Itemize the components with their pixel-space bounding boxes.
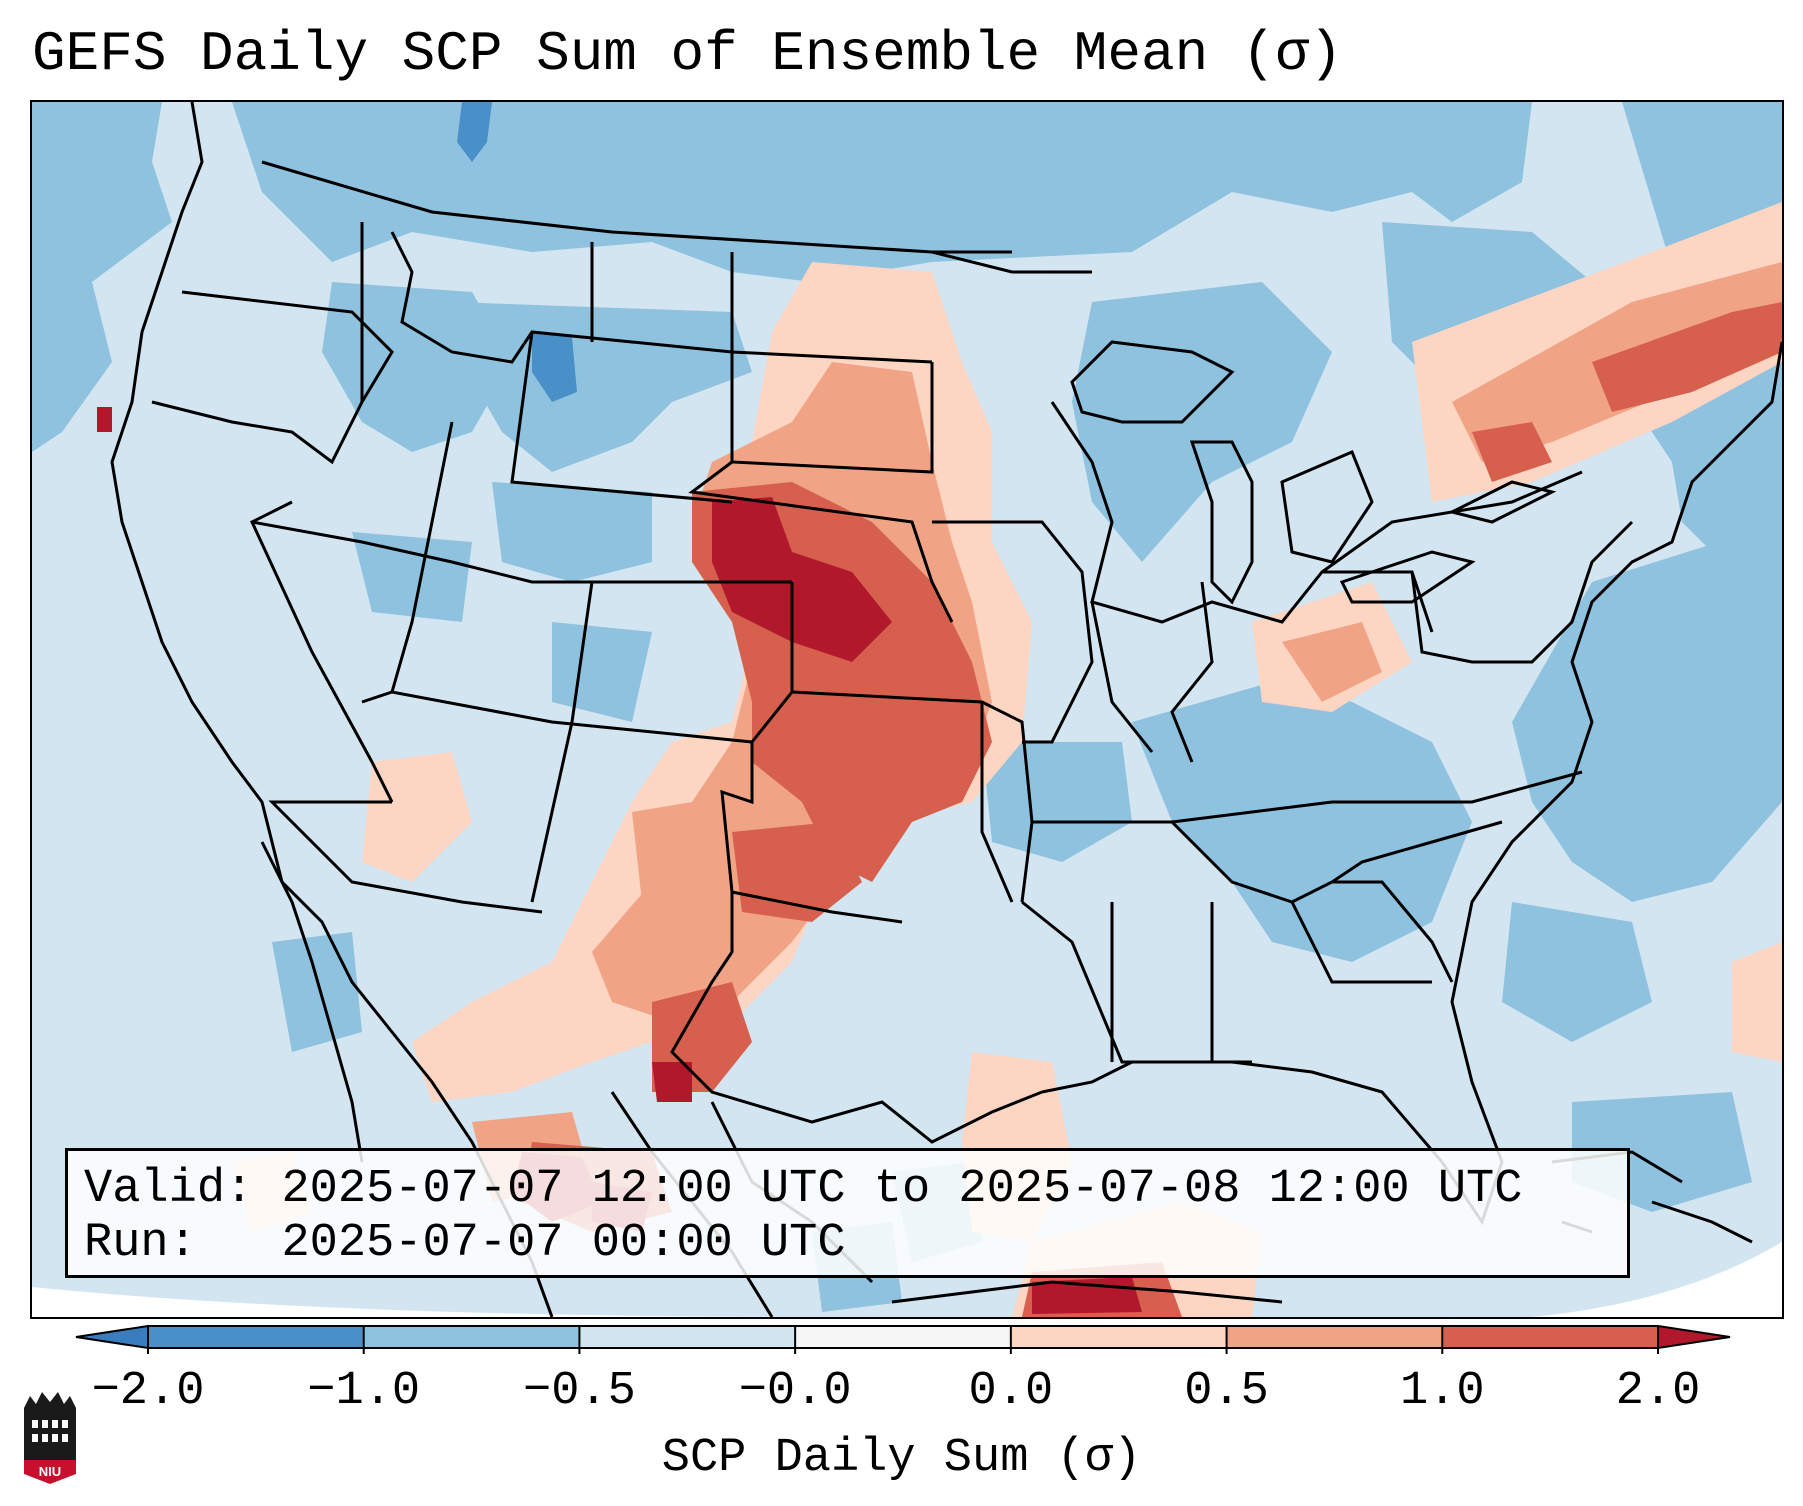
valid-label: Valid:: [84, 1163, 254, 1216]
colorbar-tick-label: 1.0: [1399, 1365, 1485, 1418]
colorbar-tick-label: 2.0: [1615, 1365, 1701, 1418]
colorbar-segment: [795, 1326, 1012, 1348]
niu-shield-icon: [24, 1460, 76, 1484]
niu-logo: NIU: [24, 1392, 76, 1484]
domain-edge-se: [1532, 1242, 1782, 1317]
colorbar-segment: [579, 1326, 796, 1348]
colorbar: [75, 1324, 1731, 1354]
colorbar-label: SCP Daily Sum (σ): [661, 1432, 1142, 1485]
map-canvas: [32, 102, 1782, 1317]
colorbar-tick-label: 0.0: [968, 1365, 1054, 1418]
colorbar-segment: [1010, 1326, 1228, 1348]
valid-run-info-box: Valid: 2025-07-07 12:00 UTC to 2025-07-0…: [65, 1148, 1630, 1278]
colorbar-tick-label: −0.0: [738, 1365, 852, 1418]
colorbar-tick-label: −1.0: [307, 1365, 421, 1418]
valid-value: 2025-07-07 12:00 UTC to 2025-07-08 12:00…: [281, 1163, 1523, 1216]
strong-negative-areas: [457, 102, 577, 402]
run-label: Run:: [84, 1217, 197, 1270]
colorbar-tick-label: 0.5: [1184, 1365, 1269, 1418]
colorbar-tick-label: −0.5: [523, 1365, 636, 1418]
colorbar-segment: [148, 1326, 365, 1348]
colorbar-segment: [1226, 1326, 1443, 1348]
niu-logo-text: NIU: [39, 1464, 61, 1479]
map-frame: [30, 100, 1784, 1319]
colorbar-tick-label: −2.0: [91, 1365, 205, 1418]
domain-edge-sw: [32, 1287, 832, 1317]
map-title: GEFS Daily SCP Sum of Ensemble Mean (σ): [32, 22, 1343, 86]
colorbar-segment: [1442, 1326, 1659, 1348]
niu-castle-icon: [24, 1392, 76, 1460]
run-value: 2025-07-07 00:00 UTC: [281, 1217, 846, 1270]
colorbar-segments: [75, 1324, 1731, 1350]
colorbar-extend-low: [75, 1324, 149, 1350]
colorbar-extend-high: [1657, 1324, 1731, 1350]
colorbar-segment: [363, 1326, 580, 1348]
